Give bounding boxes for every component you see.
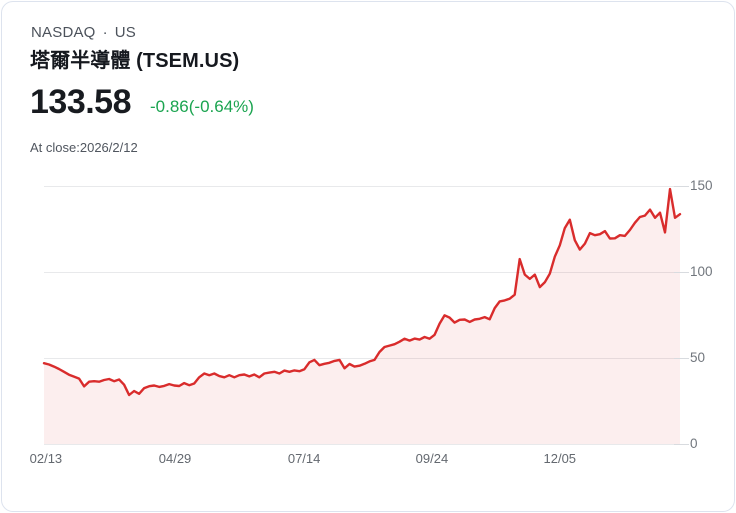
y-tick [674, 271, 689, 273]
x-axis-label: 02/13 [29, 451, 63, 466]
price-change: -0.86(-0.64%) [150, 97, 254, 116]
x-axis-label: 07/14 [287, 451, 321, 466]
price-line [42, 187, 682, 397]
as-of-date: At close:2026/2/12 [30, 140, 138, 155]
exchange-label: NASDAQ [31, 24, 96, 41]
price-series [42, 187, 682, 444]
y-tick [674, 443, 689, 445]
plot-area[interactable] [42, 185, 682, 445]
x-axis-label: 09/24 [415, 451, 449, 466]
y-tick [674, 357, 689, 359]
y-axis-label: 150 [690, 178, 713, 193]
stock-title: 塔爾半導體 (TSEM.US) [30, 50, 240, 72]
separator-dot: · [102, 24, 108, 41]
last-price: 133.58 [30, 83, 132, 121]
grid-line [44, 357, 680, 359]
y-axis-label: 100 [690, 264, 713, 279]
grid-line [44, 185, 680, 187]
grid-line [44, 271, 680, 273]
region-label: US [114, 24, 137, 41]
y-axis-label: 50 [690, 350, 706, 365]
area-fill [44, 189, 680, 444]
grid-line [44, 443, 680, 445]
x-axis-label: 12/05 [543, 451, 577, 466]
y-axis-label: 0 [690, 436, 698, 451]
x-axis-label: 04/29 [158, 451, 192, 466]
y-tick [674, 185, 689, 187]
exchange-row: NASDAQ · US [31, 24, 136, 41]
